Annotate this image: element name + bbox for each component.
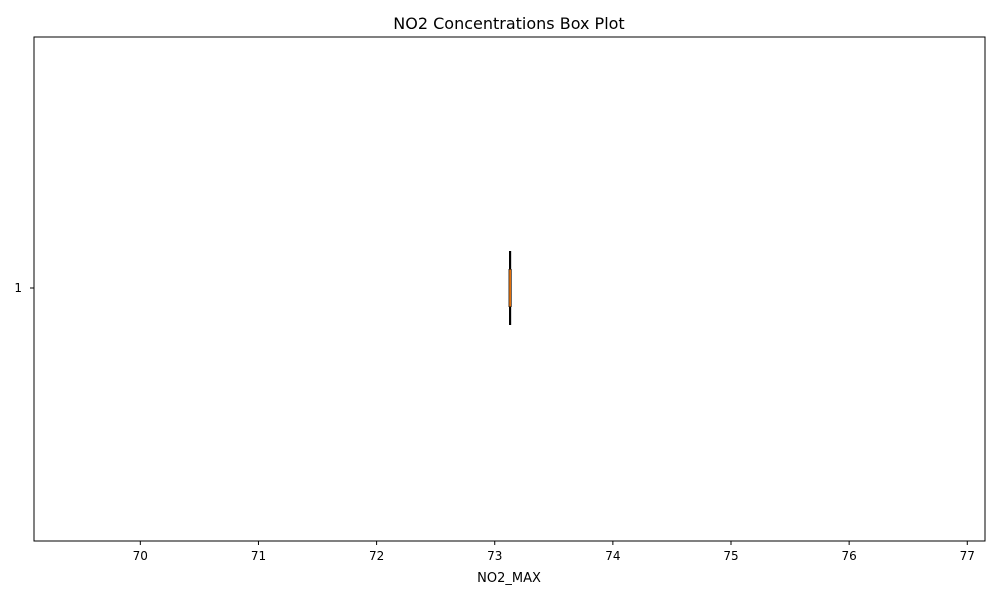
x-tick-label: 72 — [369, 549, 384, 563]
chart-title: NO2 Concentrations Box Plot — [393, 14, 624, 33]
plot-area: 70 71 72 73 74 75 76 77 1 — [14, 36, 986, 563]
x-axis-label: NO2_MAX — [477, 571, 541, 586]
x-tick-label: 71 — [251, 549, 266, 563]
plot-frame — [33, 36, 986, 542]
y-tick-label: 1 — [14, 281, 22, 295]
x-tick-label: 77 — [960, 549, 975, 563]
x-tick-label: 73 — [487, 549, 502, 563]
x-tick-label: 74 — [605, 549, 620, 563]
x-tick-label: 70 — [133, 549, 148, 563]
x-tick-label: 75 — [723, 549, 738, 563]
x-tick-label: 76 — [842, 549, 857, 563]
